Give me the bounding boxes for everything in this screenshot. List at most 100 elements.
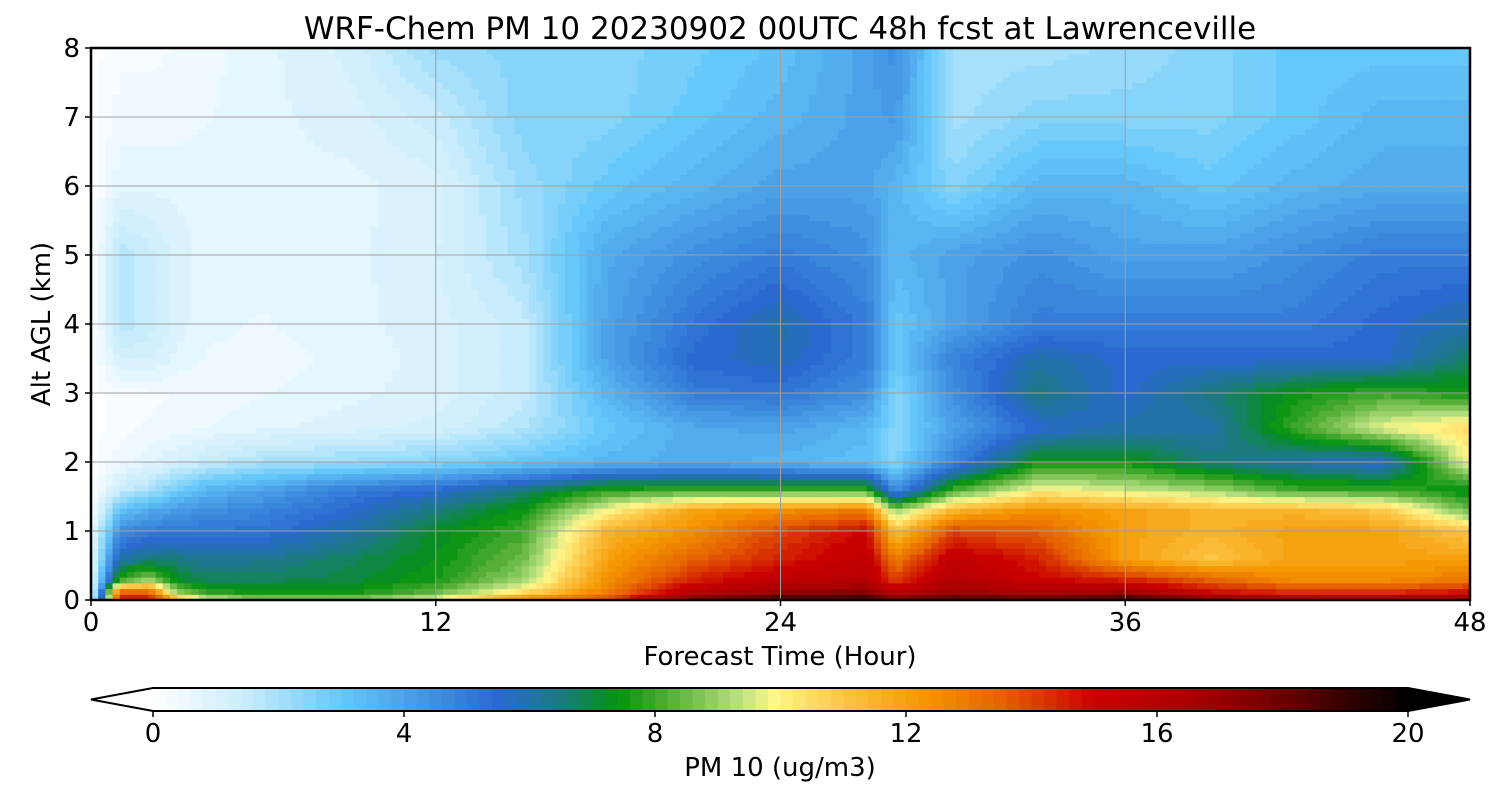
- heatmap-cell: [608, 456, 616, 463]
- heatmap-cell: [1405, 450, 1414, 457]
- heatmap-cell: [1232, 571, 1241, 578]
- heatmap-cell: [91, 565, 99, 572]
- heatmap-cell: [1376, 565, 1385, 572]
- heatmap-cell: [1340, 490, 1349, 498]
- heatmap-cell: [126, 462, 135, 469]
- heatmap-cell: [1426, 594, 1435, 601]
- heatmap-cell: [407, 582, 415, 590]
- heatmap-cell: [1311, 456, 1320, 463]
- heatmap-cell: [1412, 456, 1421, 463]
- heatmap-cell: [665, 594, 674, 601]
- heatmap-cell: [134, 571, 142, 578]
- heatmap-cell: [694, 485, 703, 492]
- heatmap-cell: [593, 462, 602, 469]
- heatmap-cell: [974, 462, 983, 469]
- heatmap-cell: [328, 485, 336, 492]
- heatmap-cell: [493, 594, 501, 601]
- heatmap-cell: [751, 462, 760, 469]
- heatmap-cell: [407, 594, 415, 601]
- heatmap-cell: [967, 490, 976, 498]
- heatmap-cell: [1247, 577, 1256, 584]
- heatmap-cell: [744, 588, 753, 595]
- heatmap-cell: [521, 467, 530, 475]
- heatmap-cell: [665, 473, 674, 480]
- heatmap-cell: [636, 479, 645, 486]
- heatmap-cell: [960, 554, 968, 561]
- heatmap-cell: [148, 485, 157, 492]
- heatmap-cell: [299, 536, 308, 544]
- heatmap-cell: [1426, 582, 1435, 590]
- heatmap-cell: [1268, 531, 1277, 538]
- heatmap-cell: [177, 462, 185, 469]
- heatmap-cell: [758, 548, 767, 555]
- heatmap-cell: [1161, 490, 1169, 498]
- heatmap-cell: [1419, 577, 1428, 584]
- heatmap-cell: [1304, 502, 1313, 509]
- heatmap-cell: [924, 467, 932, 475]
- heatmap-cell: [809, 462, 818, 469]
- heatmap-cell: [1455, 490, 1464, 498]
- heatmap-cell: [1225, 513, 1234, 521]
- heatmap-cell: [1340, 554, 1349, 561]
- heatmap-cell: [938, 571, 947, 578]
- heatmap-cell: [916, 450, 925, 457]
- heatmap-cell: [450, 479, 458, 486]
- heatmap-cell: [1060, 559, 1069, 567]
- heatmap-cell: [1268, 559, 1277, 567]
- heatmap-cell: [177, 450, 185, 457]
- heatmap-cell: [1168, 577, 1177, 584]
- heatmap-cell: [909, 548, 918, 555]
- heatmap-cell: [916, 594, 925, 601]
- heatmap-cell: [1419, 450, 1428, 457]
- heatmap-cell: [881, 467, 889, 475]
- heatmap-cell: [184, 502, 193, 509]
- heatmap-cell: [263, 490, 272, 498]
- heatmap-cell: [486, 559, 494, 567]
- heatmap-cell: [177, 582, 185, 590]
- heatmap-cell: [902, 473, 911, 480]
- heatmap-cell: [967, 456, 976, 463]
- heatmap-cell: [256, 462, 264, 469]
- heatmap-cell: [981, 519, 990, 526]
- heatmap-cell: [543, 582, 552, 590]
- heatmap-cell: [1426, 525, 1435, 532]
- heatmap-cell: [1376, 536, 1385, 544]
- heatmap-cell: [313, 559, 322, 567]
- heatmap-cell: [1455, 508, 1464, 515]
- heatmap-cell: [974, 467, 983, 475]
- heatmap-cell: [421, 513, 430, 521]
- heatmap-cell: [241, 508, 250, 515]
- heatmap-cell: [967, 531, 976, 538]
- heatmap-cell: [363, 531, 372, 538]
- heatmap-cell: [766, 554, 774, 561]
- heatmap-cell: [780, 536, 789, 544]
- heatmap-cell: [1319, 456, 1327, 463]
- heatmap-cell: [730, 542, 738, 549]
- heatmap-cell: [1182, 588, 1191, 595]
- heatmap-cell: [852, 565, 861, 572]
- heatmap-cell: [629, 496, 638, 503]
- heatmap-cell: [629, 571, 638, 578]
- heatmap-cell: [392, 473, 401, 480]
- heatmap-cell: [435, 473, 444, 480]
- heatmap-cell: [608, 485, 616, 492]
- heatmap-cell: [435, 571, 444, 578]
- heatmap-cell: [1340, 456, 1349, 463]
- heatmap-cell: [1448, 531, 1457, 538]
- heatmap-cell: [1340, 473, 1349, 480]
- heatmap-cell: [622, 536, 631, 544]
- heatmap-cell: [320, 548, 329, 555]
- heatmap-cell: [1369, 571, 1378, 578]
- heatmap-cell: [313, 502, 322, 509]
- heatmap-cell: [1254, 536, 1263, 544]
- heatmap-cell: [313, 565, 322, 572]
- heatmap-cell: [1290, 531, 1299, 538]
- heatmap-cell: [1376, 496, 1385, 503]
- heatmap-cell: [952, 450, 961, 457]
- heatmap-cell: [1390, 479, 1399, 486]
- heatmap-cell: [450, 462, 458, 469]
- heatmap-cell: [579, 531, 588, 538]
- heatmap-cell: [1434, 577, 1442, 584]
- heatmap-cell: [1254, 508, 1263, 515]
- heatmap-cell: [658, 565, 667, 572]
